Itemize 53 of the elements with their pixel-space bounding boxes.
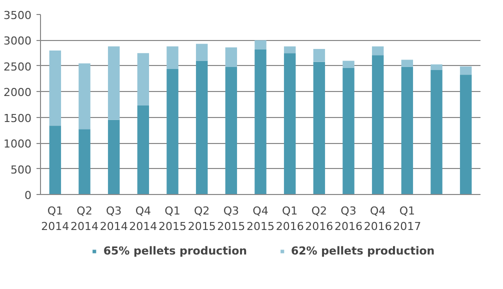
bar [108, 120, 120, 194]
x-tick-label: Q1 2016 [276, 204, 304, 234]
bar [49, 50, 62, 126]
bar [78, 129, 90, 194]
bar [78, 63, 90, 130]
x-tick-label: Q4 2015 [246, 204, 275, 234]
x-tick-label: Q3 2015 [217, 204, 246, 234]
bar [372, 46, 384, 56]
bar [342, 68, 354, 194]
bar [342, 60, 354, 68]
x-tick-label: Q1 2015 [158, 204, 187, 234]
bar [372, 55, 384, 194]
y-tick-label: 2000 [4, 86, 32, 100]
x-tick-label: Q3 2014 [100, 204, 128, 234]
x-tick-label: Q3 2016 [334, 204, 363, 234]
x-tick-label: Q1 2017 [393, 204, 422, 234]
y-tick-label: 3500 [4, 9, 32, 22]
bar [430, 64, 442, 70]
x-tick-label: Q4 2016 [364, 204, 392, 234]
y-tick-label: 500 [10, 163, 32, 176]
y-tick-label: 3000 [4, 34, 32, 48]
bar [313, 62, 326, 194]
bar [137, 106, 150, 194]
bar [166, 46, 178, 70]
bar [196, 60, 208, 194]
bar [49, 126, 62, 194]
bar [460, 66, 472, 75]
bar [401, 66, 414, 194]
bar [401, 60, 414, 67]
bar [284, 53, 296, 194]
bar [196, 44, 208, 61]
bar [166, 69, 178, 194]
bar [225, 47, 238, 67]
x-tick-label: Q2 2016 [305, 204, 334, 234]
bar [225, 66, 238, 194]
x-tick-label: Q2 2014 [70, 204, 99, 234]
bar [108, 46, 120, 120]
y-tick-label: 0 [24, 189, 32, 202]
legend-label: 62% pellets production [291, 244, 435, 258]
bar [430, 70, 442, 194]
x-tick-label: Q2 2015 [188, 204, 216, 234]
bar [284, 46, 296, 54]
legend-label: 65% pellets production [103, 244, 247, 258]
x-tick-label: Q4 2014 [129, 204, 158, 234]
bar [137, 53, 150, 106]
bar [313, 48, 326, 62]
bar [254, 40, 266, 50]
y-tick-label: 1500 [4, 112, 32, 125]
y-tick-label: 2500 [4, 60, 32, 74]
x-tick-label: Q1 2014 [41, 204, 70, 234]
y-tick-label: 1000 [4, 138, 32, 151]
bar [254, 49, 266, 194]
bar [460, 74, 472, 194]
